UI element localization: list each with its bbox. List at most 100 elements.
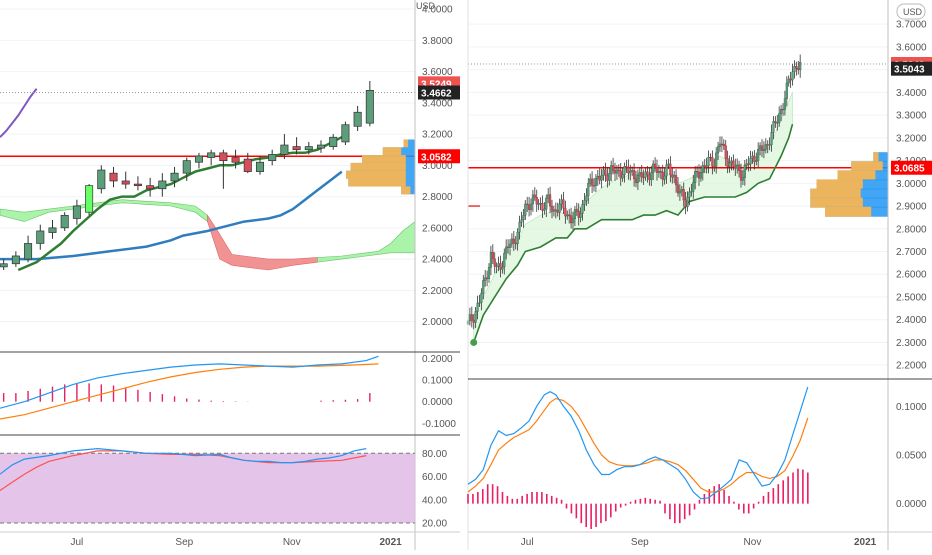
right-candle [709, 156, 712, 159]
left-y-tick-label: 3.8000 [422, 36, 453, 47]
right-candle [665, 164, 668, 177]
right-candle [778, 113, 781, 123]
left-price-tag: 3.4662 [421, 89, 452, 100]
right-candle [770, 132, 773, 145]
right-candle [487, 267, 491, 279]
right-candle [478, 302, 481, 304]
right-candle [799, 62, 802, 71]
right-candle [623, 166, 626, 175]
left-price-tag-bg [418, 149, 460, 164]
left-x-tick-label: Jul [70, 537, 83, 548]
right-candle [568, 214, 571, 216]
right-currency-badge [896, 3, 926, 20]
left-candle [24, 243, 33, 260]
right-candle [688, 191, 691, 198]
right-candle [774, 121, 777, 123]
right-y-tick-label: 2.5000 [896, 292, 927, 303]
right-candle [732, 160, 735, 167]
left-macd-signal-line [0, 363, 379, 420]
right-candle [686, 197, 689, 208]
left-candle [329, 136, 338, 147]
right-candle [764, 144, 767, 150]
right-candle [497, 263, 500, 267]
right-candle [627, 167, 630, 174]
left-candle [170, 172, 179, 182]
right-candle [564, 207, 567, 217]
left-macd-tick-label: 0.0000 [422, 397, 453, 408]
right-candle [718, 143, 722, 147]
right-candle [590, 178, 594, 186]
right-candle [667, 163, 670, 166]
right-candle [730, 160, 733, 163]
right-y-tick-label: 2.9000 [896, 202, 927, 213]
right-price-tag: 3.5043 [894, 65, 925, 76]
right-candle [724, 145, 727, 159]
right-candle [715, 152, 718, 167]
right-candle [526, 203, 529, 205]
left-candle [304, 146, 313, 151]
right-candle [499, 263, 502, 270]
right-candle [510, 238, 514, 245]
left-rsi-tick-label: 40.00 [422, 495, 447, 506]
left-candle [231, 157, 240, 163]
left-x-tick-label: Sep [175, 537, 193, 548]
right-candle [573, 209, 577, 220]
right-candle [589, 178, 592, 184]
right-candle [648, 174, 651, 180]
right-candle [468, 314, 472, 322]
right-candle [741, 177, 745, 181]
left-candle [36, 230, 45, 244]
right-candle [659, 170, 662, 173]
right-x-tick-label: Sep [631, 537, 649, 548]
right-candle [694, 171, 697, 183]
right-kijun-start-dot [470, 338, 478, 346]
left-tenkan-line [0, 170, 343, 261]
right-candle [652, 163, 655, 173]
right-candle [554, 209, 557, 211]
right-candle [566, 214, 569, 217]
right-candle [684, 199, 687, 208]
right-candle [753, 155, 756, 162]
left-candle [109, 172, 118, 182]
right-macd-tick-label: 0.0500 [896, 451, 927, 462]
right-candle [484, 277, 487, 281]
left-purple-line [0, 88, 38, 138]
right-candle [644, 171, 647, 178]
right-candle [577, 211, 580, 218]
right-vp-orange-bar [825, 206, 872, 217]
right-kijun-line [472, 123, 794, 343]
right-candle [783, 98, 787, 110]
right-candle [550, 205, 554, 212]
right-candle [613, 170, 617, 174]
right-vp-orange-bar [851, 161, 883, 172]
left-vp-orange-bar [382, 147, 402, 156]
right-y-tick-label: 3.4000 [896, 88, 927, 99]
right-candle [747, 163, 750, 165]
right-candle [785, 82, 788, 99]
right-candle [734, 166, 737, 169]
left-candle [0, 263, 8, 268]
right-candle [615, 169, 619, 174]
right-candle [472, 319, 475, 323]
right-candle [489, 251, 493, 268]
right-candle [692, 182, 695, 192]
right-candle [705, 165, 708, 168]
right-macd-line [467, 386, 809, 500]
left-candle [317, 144, 326, 149]
right-candle [596, 176, 599, 179]
right-candle [682, 189, 685, 201]
right-candle [592, 185, 596, 187]
right-candle [611, 165, 615, 171]
left-price-tag: 3.0582 [421, 152, 452, 163]
right-candle [604, 169, 607, 176]
right-candle [743, 165, 746, 178]
left-rsi-line [0, 447, 367, 475]
right-candle [728, 162, 731, 168]
right-candle [587, 183, 590, 197]
right-candle [636, 174, 640, 183]
right-vp-orange-bar [810, 197, 863, 208]
right-candle [758, 145, 762, 150]
left-y-tick-label: 4.0000 [422, 5, 453, 16]
right-candle [608, 173, 611, 181]
right-candle [480, 293, 483, 303]
